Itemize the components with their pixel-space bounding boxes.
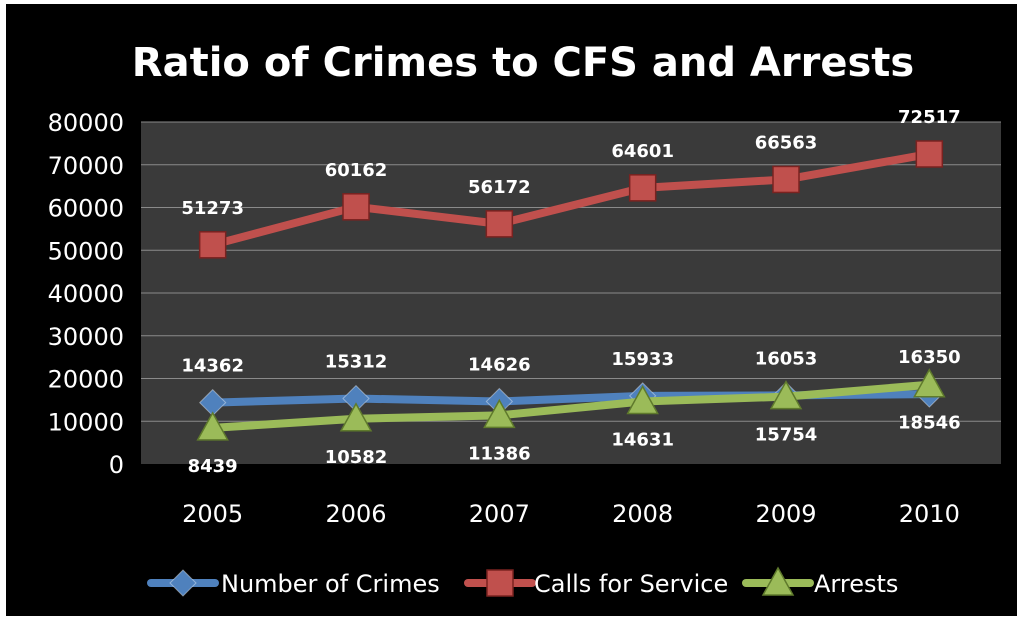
legend: Number of Crimes Calls for Service Arrests [151, 568, 898, 598]
x-tick-label: 2005 [182, 500, 243, 528]
data-label: 8439 [188, 456, 238, 477]
data-label: 51273 [181, 198, 244, 219]
x-tick-label: 2007 [469, 500, 530, 528]
data-label: 64601 [611, 141, 674, 162]
legend-label: Calls for Service [534, 570, 728, 598]
y-tick-label: 10000 [48, 408, 124, 436]
y-tick-label: 40000 [48, 280, 124, 308]
x-tick-label: 2006 [325, 500, 386, 528]
data-label: 10582 [325, 447, 388, 468]
y-tick-label: 20000 [48, 366, 124, 394]
data-label: 16350 [898, 347, 961, 368]
data-label: 15312 [325, 352, 388, 373]
chart-title: Ratio of Crimes to CFS and Arrests [132, 40, 914, 86]
legend-item-arrests: Arrests [746, 568, 898, 598]
y-tick-label: 60000 [48, 195, 124, 223]
data-point [343, 194, 369, 220]
legend-label: Number of Crimes [221, 570, 440, 598]
data-label: 66563 [755, 132, 818, 153]
data-label: 56172 [468, 177, 531, 198]
data-label: 14631 [611, 429, 674, 450]
data-label: 60162 [325, 160, 388, 181]
legend-marker [487, 570, 513, 596]
data-label: 11386 [468, 443, 531, 464]
data-point [630, 175, 656, 201]
data-label: 15754 [755, 425, 818, 446]
x-tick-label: 2008 [612, 500, 673, 528]
data-label: 72517 [898, 107, 961, 128]
x-tick-label: 2010 [899, 500, 960, 528]
legend-label: Arrests [814, 570, 898, 598]
x-axis-ticks: 2005 2006 2007 2008 2009 2010 [182, 500, 960, 528]
y-tick-label: 80000 [48, 109, 124, 137]
y-tick-label: 70000 [48, 152, 124, 180]
line-chart: Ratio of Crimes to CFS and Arrests 0 1000… [6, 4, 1017, 616]
data-point [916, 141, 942, 167]
chart-frame: Ratio of Crimes to CFS and Arrests 0 1000… [6, 4, 1017, 616]
data-label: 18546 [898, 413, 961, 434]
data-point [486, 211, 512, 237]
x-tick-label: 2009 [755, 500, 816, 528]
legend-item-number-of-crimes: Number of Crimes [151, 570, 440, 598]
y-tick-label: 50000 [48, 237, 124, 265]
data-label: 16053 [755, 348, 818, 369]
data-point [773, 166, 799, 192]
y-tick-label: 0 [109, 451, 124, 479]
data-label: 14626 [468, 354, 531, 375]
data-label: 15933 [611, 349, 674, 370]
legend-marker [170, 570, 196, 596]
legend-item-calls-for-service: Calls for Service [468, 570, 728, 598]
data-label: 14362 [181, 356, 244, 377]
y-axis-ticks: 0 10000 20000 30000 40000 50000 60000 70000 8000… [48, 109, 124, 479]
data-point [200, 232, 226, 258]
y-tick-label: 30000 [48, 323, 124, 351]
